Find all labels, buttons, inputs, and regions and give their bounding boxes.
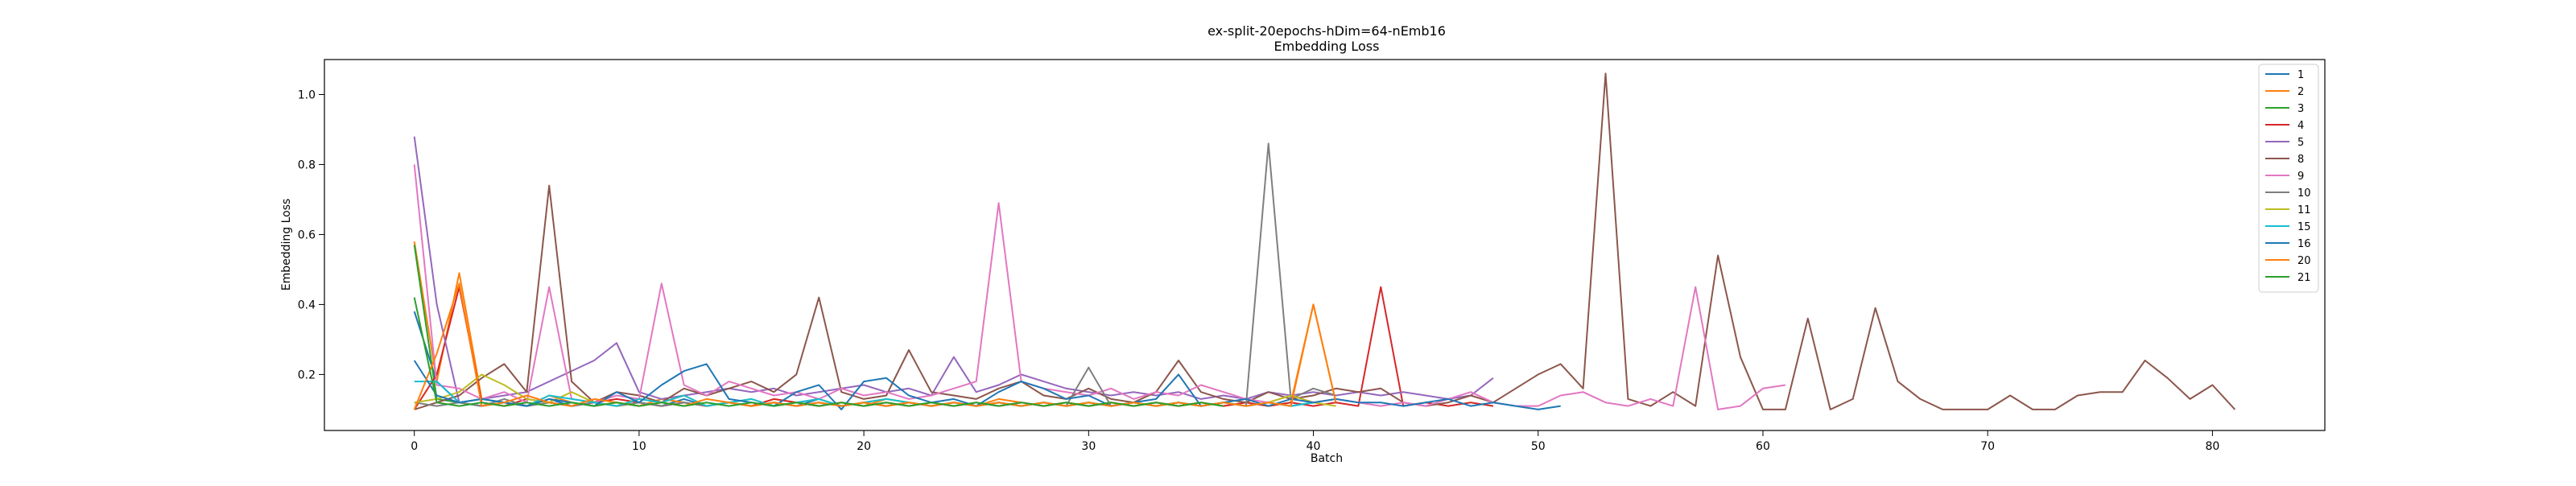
x-tick-label: 70: [1980, 440, 1995, 453]
legend-label-4: 4: [2297, 120, 2304, 132]
y-tick-label: 0.8: [298, 159, 316, 171]
legend-label-8: 8: [2297, 154, 2304, 166]
legend-label-16: 16: [2297, 238, 2311, 250]
series-line-10: [414, 142, 1336, 407]
legend-label-2: 2: [2297, 86, 2304, 98]
x-tick-label: 10: [632, 440, 646, 453]
plot-area: [413, 72, 2236, 410]
x-tick-label: 0: [411, 440, 418, 453]
x-tick-label: 60: [1756, 440, 1770, 453]
chart-subtitle: Embedding Loss: [1274, 39, 1380, 54]
series-line-8: [414, 72, 2236, 410]
y-tick-label: 0.6: [298, 229, 316, 241]
y-axis-label: Embedding Loss: [280, 199, 293, 291]
legend-label-1: 1: [2297, 69, 2304, 81]
series-line-2: [413, 241, 1337, 407]
y-tick-label: 0.2: [298, 369, 316, 381]
legend-label-10: 10: [2297, 187, 2311, 200]
x-tick-label: 30: [1081, 440, 1096, 453]
legend-label-21: 21: [2297, 272, 2311, 284]
legend-box: [2258, 64, 2319, 293]
x-tick-label: 20: [857, 440, 871, 453]
series-line-16: [413, 360, 1561, 410]
y-tick-label: 0.4: [298, 299, 316, 311]
chart-title: ex-split-20epochs-hDim=64-nEmb16: [1208, 23, 1446, 39]
x-tick-label: 40: [1307, 440, 1321, 453]
axes-frame: [324, 59, 2326, 431]
axes: 0 10 20 30 40 50 60 70 80 0.2 0.4 0.6 0.8 1.0: [298, 59, 2326, 453]
x-tick-label: 80: [2205, 440, 2219, 453]
x-tick-label: 50: [1531, 440, 1546, 453]
series-line-5: [413, 136, 1494, 404]
legend-label-11: 11: [2297, 204, 2311, 216]
series-line-21: [413, 297, 1224, 407]
legend-label-15: 15: [2297, 221, 2311, 233]
x-axis-label: Batch: [1311, 452, 1343, 465]
legend-label-9: 9: [2297, 171, 2304, 183]
series-line-4: [413, 286, 1494, 410]
legend: 1 2 3 4 5 8 9 10 11 15 16 20 21: [2258, 64, 2319, 293]
series-line-3: [413, 245, 1246, 407]
legend-label-3: 3: [2297, 103, 2304, 115]
y-tick-label: 1.0: [298, 89, 316, 101]
legend-label-20: 20: [2297, 255, 2311, 267]
series-line-9: [413, 164, 1786, 410]
legend-label-5: 5: [2297, 137, 2304, 149]
